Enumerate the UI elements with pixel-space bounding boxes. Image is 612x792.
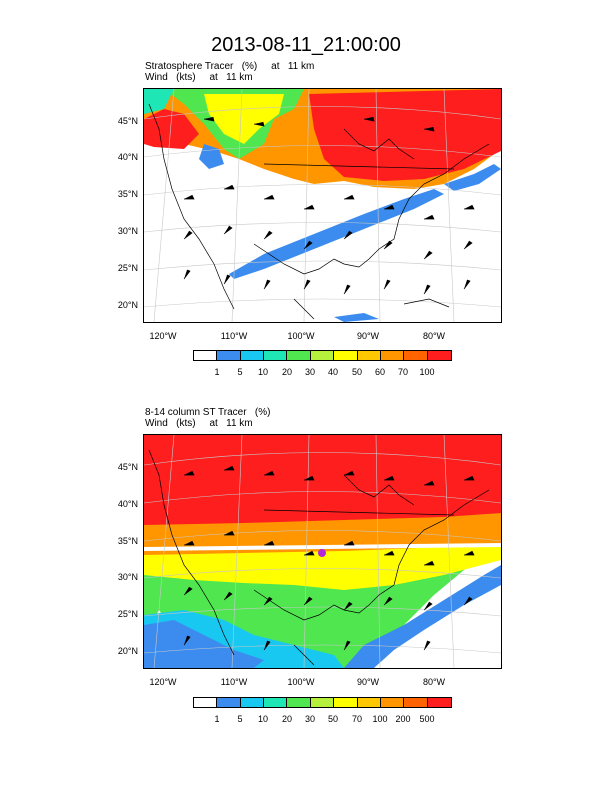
colorbar-swatch (194, 351, 218, 360)
panel1-tracer-red-ne (309, 89, 501, 181)
panel2-title-line2: Wind (kts) at 11 km (145, 418, 253, 429)
panel2-title-line1: 8-14 column ST Tracer (%) (145, 407, 271, 418)
panel2-cbar-tick: 200 (395, 714, 411, 724)
panel1-title-line2: Wind (kts) at 11 km (145, 72, 253, 83)
panel1-cbar-tick: 5 (237, 367, 243, 377)
colorbar-swatch (427, 351, 451, 360)
panel2-lon-90: 90°W (356, 677, 380, 687)
panel2-lon-100: 100°W (287, 677, 315, 687)
panel2-tracer-blue-sw (144, 620, 264, 668)
panel2-cbar-tick: 500 (419, 714, 435, 724)
panel1-cbar-tick: 50 (351, 367, 362, 377)
panel1-cbar-tick: 10 (257, 367, 268, 377)
panel1-lat-30: 30°N (117, 226, 138, 236)
panel1-colorbar (193, 350, 452, 361)
panel1-lon-90: 90°W (356, 331, 380, 341)
panel1-lat-45: 45°N (117, 116, 138, 126)
panel2-cbar-tick: 70 (351, 714, 362, 724)
panel1-lat-40: 40°N (117, 152, 138, 162)
panel2-cbar-tick: 50 (327, 714, 338, 724)
colorbar-swatch (334, 698, 358, 707)
panel1-lat-35: 35°N (117, 189, 138, 199)
colorbar-swatch (404, 698, 428, 707)
panel1-cbar-tick: 1 (214, 367, 220, 377)
colorbar-swatch (217, 698, 241, 707)
panel2-marker (318, 549, 326, 557)
panel2-tracer-red (144, 435, 501, 525)
colorbar-swatch (194, 698, 218, 707)
panel1-tracer-blue-ne (444, 164, 501, 191)
colorbar-swatch (310, 698, 335, 707)
panel2-cbar-tick: 1 (214, 714, 220, 724)
panel1-graticule (144, 89, 501, 322)
panel2-lat-20: 20°N (117, 646, 138, 656)
colorbar-swatch (334, 351, 358, 360)
panel2-lat-35: 35°N (117, 536, 138, 546)
colorbar-swatch (287, 698, 311, 707)
panel1-lat-20: 20°N (117, 300, 138, 310)
panel1-lon-110: 110°W (220, 331, 248, 341)
panel1-map (143, 88, 502, 323)
panel1-lon-120: 120°W (149, 331, 177, 341)
panel2-lon-120: 120°W (149, 677, 177, 687)
panel1-tracer-red-nw (144, 109, 199, 149)
colorbar-swatch (357, 698, 381, 707)
colorbar-swatch (240, 351, 265, 360)
panel2-tracer-yellow (144, 545, 501, 590)
colorbar-swatch (287, 351, 311, 360)
panel1-lat-25: 25°N (117, 263, 138, 273)
panel2-cbar-tick: 100 (372, 714, 388, 724)
panel1-tracer-cyan (144, 89, 174, 114)
panel1-cbar-tick: 40 (327, 367, 338, 377)
panel2-lat-45: 45°N (117, 462, 138, 472)
panel1-title-line1: Stratosphere Tracer (%) at 11 km (145, 61, 315, 72)
panel2-map (143, 434, 502, 669)
panel2-cbar-tick: 5 (237, 714, 243, 724)
panel2-cbar-tick: 10 (257, 714, 268, 724)
colorbar-swatch (217, 351, 241, 360)
panel1-lon-100: 100°W (287, 331, 315, 341)
colorbar-swatch (380, 698, 405, 707)
panel2-colorbar (193, 697, 452, 708)
panel1-tracer-blue-band (229, 189, 444, 279)
panel1-map-svg (144, 89, 501, 322)
panel2-cbar-tick: 30 (304, 714, 315, 724)
page-title: 2013-08-11_21:00:00 (211, 34, 401, 56)
panel2-lon-80: 80°W (422, 677, 446, 687)
colorbar-swatch (264, 698, 288, 707)
panel2-wind-barbs (183, 465, 475, 651)
panel1-cbar-tick: 60 (374, 367, 385, 377)
panel1-cbar-tick: 20 (281, 367, 292, 377)
panel1-cbar-tick: 100 (419, 367, 435, 377)
panel2-tracer-white-band (144, 543, 501, 551)
panel1-wind-barbs (183, 116, 475, 295)
colorbar-swatch (310, 351, 335, 360)
panel2-lon-110: 110°W (220, 677, 248, 687)
panel1-tracer-blue-s (334, 313, 379, 322)
colorbar-swatch (380, 351, 405, 360)
colorbar-swatch (240, 698, 265, 707)
panel1-coastlines (148, 103, 490, 320)
panel1-lon-80: 80°W (422, 331, 446, 341)
panel2-coastlines (148, 449, 490, 666)
colorbar-swatch (357, 351, 381, 360)
colorbar-swatch (264, 351, 288, 360)
panel2-lat-30: 30°N (117, 572, 138, 582)
panel2-cbar-tick: 20 (281, 714, 292, 724)
panel1-tracer-yellow (204, 94, 284, 144)
panel2-tracer-blue-se (344, 565, 501, 668)
panel1-cbar-tick: 30 (304, 367, 315, 377)
panel1-cbar-tick: 70 (397, 367, 408, 377)
colorbar-swatch (404, 351, 428, 360)
panel2-map-svg (144, 435, 501, 668)
panel2-lat-40: 40°N (117, 499, 138, 509)
panel2-lat-25: 25°N (117, 609, 138, 619)
colorbar-swatch (427, 698, 451, 707)
